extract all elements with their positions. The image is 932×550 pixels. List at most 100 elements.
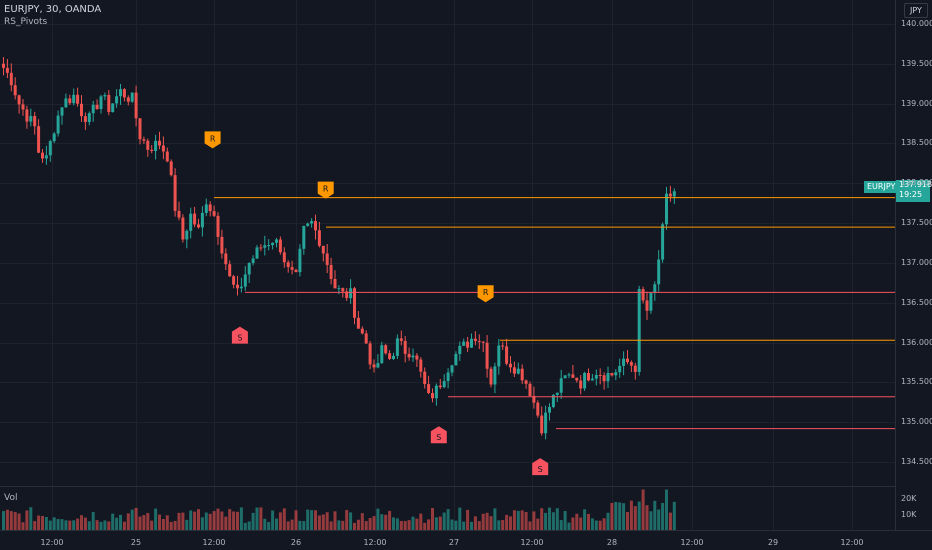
volume-bar	[87, 521, 91, 530]
candle-body	[614, 372, 618, 376]
candle-body	[462, 341, 466, 346]
candle-body	[598, 374, 602, 376]
volume-bar	[442, 512, 446, 530]
volume-bar	[321, 514, 325, 530]
volume-bar	[450, 519, 454, 530]
candle-body	[633, 365, 637, 372]
volume-bar	[68, 520, 72, 530]
candle-body	[243, 274, 247, 287]
volume-bar	[353, 522, 356, 530]
volume-bar	[419, 513, 423, 530]
resistance-marker: R	[204, 131, 221, 149]
volume-bar	[407, 520, 411, 530]
candle-body	[446, 372, 450, 382]
candle-body	[5, 67, 9, 73]
candle-body	[473, 338, 477, 342]
volume-bar	[208, 513, 212, 530]
candle-body	[466, 341, 470, 348]
volume-bar	[181, 512, 185, 530]
candle-body	[298, 248, 302, 273]
candle-body	[317, 230, 321, 246]
volume-bar	[146, 512, 150, 530]
volume-bar	[173, 520, 177, 530]
volume-bar	[438, 516, 442, 530]
candle-body	[629, 362, 633, 366]
candle-body	[56, 115, 60, 134]
volume-bar	[329, 521, 333, 530]
candle-body	[161, 145, 165, 152]
candle-body	[29, 116, 33, 122]
volume-legend[interactable]: Vol	[4, 493, 18, 503]
candle-body	[388, 353, 392, 359]
candle-body	[158, 140, 161, 146]
candle-body	[356, 317, 360, 329]
volume-bar	[29, 507, 33, 530]
candle-body	[516, 368, 520, 374]
volume-tick-label: 20K	[901, 494, 917, 503]
volume-bar	[594, 520, 598, 530]
volume-bar	[458, 507, 462, 530]
time-tick-label: 12:00	[680, 538, 704, 547]
time-tick-label: 29	[767, 538, 779, 547]
support-flag	[231, 326, 248, 344]
volume-bar	[618, 502, 622, 530]
candle-body	[216, 215, 220, 237]
candle-body	[310, 221, 314, 224]
candle-body	[197, 224, 200, 228]
volume-bar	[598, 520, 602, 530]
indicator-legend[interactable]: RS_Pivots	[4, 17, 48, 27]
volume-bar	[427, 519, 431, 530]
candle-body	[505, 346, 509, 364]
volume-bar	[5, 509, 9, 530]
volume-bar	[544, 512, 548, 530]
volume-bar	[637, 501, 641, 530]
candle-body	[83, 116, 87, 122]
price-tick-label: 139.000	[901, 98, 932, 108]
volume-bar	[286, 521, 290, 530]
candle-body	[169, 161, 173, 176]
resistance-marker: R	[317, 181, 334, 199]
candle-body	[329, 264, 333, 279]
candle-body	[481, 341, 485, 343]
candle-body	[434, 385, 438, 399]
candle-body	[9, 72, 13, 86]
candle-body	[493, 366, 497, 385]
volume-bar	[2, 511, 5, 530]
candle-body	[263, 245, 267, 248]
volume-bar	[239, 507, 243, 530]
volume-bar	[399, 521, 403, 530]
price-tick-label: 135.000	[901, 417, 932, 427]
volume-bar	[388, 510, 392, 530]
volume-bar	[228, 509, 232, 530]
candle-body	[212, 211, 216, 216]
price-tick-label: 136.000	[901, 337, 932, 347]
candle-body	[497, 345, 501, 367]
candle-body	[590, 378, 594, 381]
currency-label[interactable]: JPY	[904, 3, 928, 18]
candle-body	[419, 359, 423, 372]
volume-bar	[142, 515, 146, 530]
chart-title[interactable]: EURJPY, 30, OANDA	[4, 4, 102, 15]
candle-body	[208, 204, 212, 212]
volume-bar	[446, 509, 450, 530]
volume-bar	[626, 512, 629, 530]
volume-bar	[314, 510, 317, 530]
volume-bar	[653, 500, 657, 530]
candle-body	[477, 341, 481, 343]
volume-bar	[204, 512, 208, 530]
volume-bar	[247, 521, 251, 530]
volume-bar	[470, 521, 473, 530]
volume-bar	[236, 511, 239, 530]
candle-body	[602, 375, 606, 382]
candle-body	[345, 291, 349, 299]
candle-body	[33, 116, 37, 127]
volume-bar	[356, 519, 360, 530]
grid	[0, 0, 895, 530]
support-flag	[430, 426, 447, 444]
candle-body	[415, 355, 419, 360]
volume-bar	[134, 507, 138, 530]
candle-body	[251, 258, 255, 263]
volume-bar	[364, 521, 368, 530]
candle-body	[403, 340, 407, 354]
